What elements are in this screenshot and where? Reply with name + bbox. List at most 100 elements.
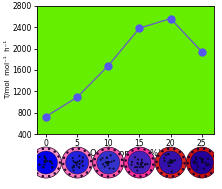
Circle shape — [93, 147, 124, 178]
Circle shape — [76, 164, 78, 166]
Circle shape — [113, 174, 115, 177]
Circle shape — [139, 166, 141, 168]
Circle shape — [202, 158, 204, 160]
Circle shape — [46, 160, 48, 162]
Circle shape — [113, 160, 115, 162]
Circle shape — [38, 156, 40, 158]
Circle shape — [136, 170, 138, 172]
Circle shape — [140, 163, 142, 165]
Circle shape — [210, 172, 212, 174]
Circle shape — [168, 165, 170, 167]
Circle shape — [107, 164, 109, 166]
Circle shape — [82, 160, 84, 162]
Circle shape — [182, 168, 184, 170]
Circle shape — [131, 164, 133, 166]
Circle shape — [173, 148, 176, 150]
Circle shape — [164, 160, 166, 162]
Circle shape — [172, 175, 174, 177]
Circle shape — [137, 163, 139, 165]
Circle shape — [192, 173, 195, 175]
Circle shape — [141, 162, 143, 163]
Circle shape — [145, 163, 147, 165]
Circle shape — [167, 153, 169, 155]
Circle shape — [213, 155, 215, 157]
Circle shape — [44, 160, 46, 162]
Circle shape — [39, 163, 41, 166]
Circle shape — [74, 161, 76, 163]
Circle shape — [76, 162, 78, 164]
Circle shape — [72, 160, 74, 162]
Circle shape — [197, 148, 199, 150]
Circle shape — [101, 149, 104, 151]
Circle shape — [72, 157, 74, 159]
Circle shape — [199, 157, 201, 159]
Circle shape — [144, 164, 146, 166]
Circle shape — [51, 167, 54, 169]
Circle shape — [159, 151, 182, 174]
Circle shape — [172, 160, 175, 162]
Circle shape — [44, 160, 46, 162]
Circle shape — [44, 161, 46, 163]
Circle shape — [187, 162, 189, 164]
Circle shape — [196, 163, 198, 165]
Circle shape — [170, 160, 172, 162]
Circle shape — [145, 173, 148, 176]
Circle shape — [107, 161, 110, 163]
Circle shape — [78, 147, 80, 150]
Circle shape — [201, 159, 203, 161]
Circle shape — [161, 150, 164, 153]
Circle shape — [50, 161, 52, 163]
Circle shape — [107, 175, 109, 178]
Circle shape — [195, 158, 197, 160]
Circle shape — [45, 158, 47, 160]
Circle shape — [186, 147, 217, 178]
Circle shape — [171, 160, 173, 163]
Circle shape — [188, 156, 190, 158]
Circle shape — [206, 164, 208, 166]
Circle shape — [107, 162, 109, 164]
Circle shape — [121, 159, 123, 161]
Circle shape — [134, 156, 136, 158]
Circle shape — [32, 167, 35, 170]
Circle shape — [143, 148, 146, 151]
Circle shape — [78, 166, 80, 168]
Circle shape — [106, 157, 108, 159]
Circle shape — [66, 151, 69, 154]
Circle shape — [105, 161, 107, 163]
Circle shape — [167, 148, 169, 150]
Circle shape — [113, 168, 115, 170]
Circle shape — [49, 161, 51, 163]
Circle shape — [62, 163, 65, 165]
Circle shape — [171, 161, 173, 163]
Circle shape — [213, 167, 216, 169]
Circle shape — [96, 152, 99, 155]
Circle shape — [214, 161, 217, 163]
Circle shape — [93, 158, 96, 160]
Circle shape — [73, 166, 75, 168]
Circle shape — [207, 158, 209, 160]
Circle shape — [137, 147, 140, 150]
Circle shape — [133, 174, 136, 177]
Circle shape — [182, 156, 185, 158]
Circle shape — [93, 164, 96, 167]
Circle shape — [197, 166, 199, 168]
Circle shape — [44, 157, 46, 159]
Circle shape — [42, 166, 44, 168]
Circle shape — [73, 165, 75, 167]
Circle shape — [71, 148, 74, 151]
Circle shape — [107, 147, 110, 150]
Circle shape — [110, 154, 112, 156]
Circle shape — [190, 151, 213, 174]
Circle shape — [141, 162, 143, 164]
Circle shape — [195, 156, 197, 158]
Circle shape — [48, 175, 50, 177]
Circle shape — [57, 167, 60, 170]
Circle shape — [166, 175, 168, 177]
Circle shape — [203, 148, 205, 150]
Circle shape — [196, 169, 198, 171]
Circle shape — [62, 147, 93, 178]
Circle shape — [193, 161, 195, 163]
Circle shape — [157, 155, 160, 157]
Circle shape — [188, 168, 191, 170]
Circle shape — [194, 160, 196, 162]
